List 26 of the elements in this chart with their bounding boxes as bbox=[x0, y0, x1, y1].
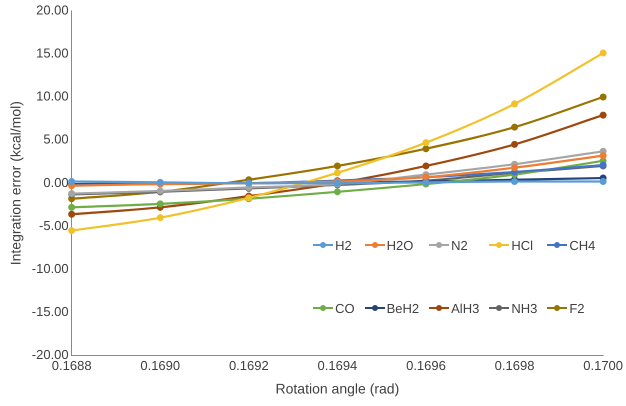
legend-label: H2O bbox=[386, 238, 414, 253]
x-tick-label: 0.1698 bbox=[494, 358, 534, 373]
x-tick-label: 0.1692 bbox=[228, 358, 269, 373]
x-tick-label: 0.1690 bbox=[140, 358, 180, 373]
legend-label: NH3 bbox=[511, 300, 538, 316]
y-axis-title: Integration error (kcal/mol) bbox=[7, 101, 24, 266]
legend-label: N2 bbox=[451, 238, 468, 253]
x-tick-label: 0.1696 bbox=[406, 358, 446, 373]
legend-label: CH4 bbox=[569, 238, 596, 253]
y-tick-label: -10.00 bbox=[32, 260, 69, 276]
y-tick-label: 20.00 bbox=[36, 2, 69, 18]
y-tick-label: 5.00 bbox=[43, 132, 69, 147]
legend-label: F2 bbox=[569, 300, 585, 316]
legend-label: AlH3 bbox=[451, 300, 480, 316]
y-tick-label: -5.00 bbox=[39, 218, 69, 233]
x-tick-label: 0.1700 bbox=[583, 358, 623, 373]
x-axis-title: Rotation angle (rad) bbox=[276, 380, 400, 396]
legend-label: HCl bbox=[511, 238, 533, 253]
y-tick-label: 10.00 bbox=[36, 88, 69, 104]
y-tick-label: -15.00 bbox=[32, 304, 69, 320]
legend-label: H2 bbox=[335, 238, 352, 253]
legend-label: CO bbox=[335, 300, 355, 316]
legend-label: BeH2 bbox=[386, 300, 420, 316]
y-tick-label: 15.00 bbox=[36, 45, 69, 60]
y-tick-label: 0.00 bbox=[43, 174, 69, 190]
x-tick-label: 0.1694 bbox=[318, 358, 358, 373]
